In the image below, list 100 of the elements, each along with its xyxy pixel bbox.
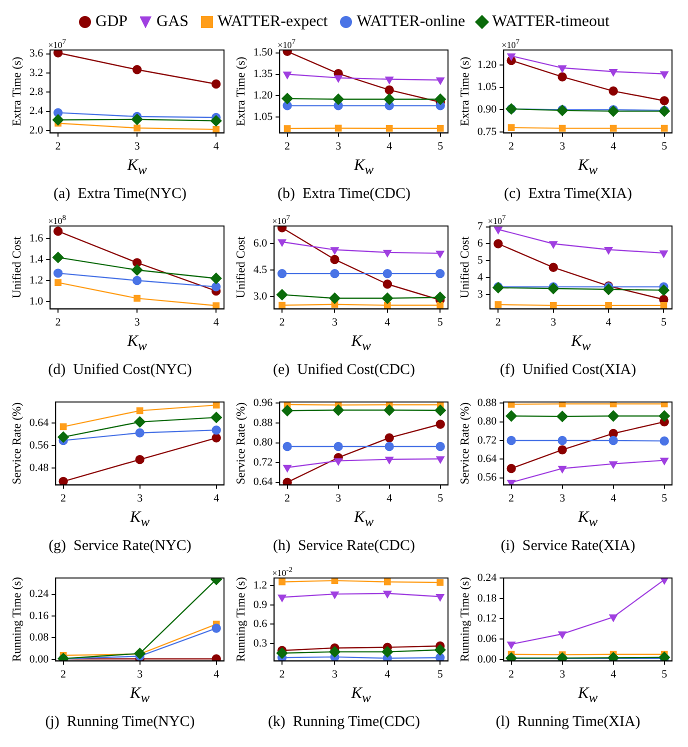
x-tick-label: 3	[336, 492, 342, 504]
x-axis-title: K$_{w}$	[352, 156, 375, 180]
x-tick-label: 2	[284, 140, 290, 152]
y-tick-label: 0.72	[477, 434, 497, 446]
x-tick-label: 2	[495, 316, 501, 328]
y-tick-label: 5	[477, 254, 484, 267]
x-axis-title: K$_{w}$	[128, 684, 151, 708]
y-tick-label: 1.0	[29, 295, 44, 308]
legend-label: WATTER-expect	[216, 13, 328, 31]
y-axis-title: Extra Time (s)	[457, 56, 472, 126]
legend-label: WATTER-online	[356, 13, 466, 31]
text: (e) Unified Cost(CDC)	[272, 362, 416, 379]
legend-label: WATTER-timeout	[491, 13, 610, 31]
x-tick-label: 3	[560, 140, 566, 152]
y-tick-label: 0.56	[477, 472, 498, 484]
text: (f) Unified Cost(XIA)	[498, 362, 638, 379]
text: (d) Unified Cost(NYC)	[47, 362, 193, 379]
x-tick-label: 3	[336, 140, 342, 152]
x-tick-label: 2	[55, 316, 61, 328]
x-tick-label: 3	[560, 668, 566, 680]
y-tick-label: 0.3	[253, 637, 268, 650]
x-axis-title: K$_{w}$	[350, 684, 372, 708]
y-tick-label: 0.16	[29, 610, 50, 622]
y-tick-label: 0.00	[477, 653, 498, 666]
x-tick-label: 2	[60, 668, 66, 680]
y-tick-label: 2.4	[29, 105, 44, 118]
text: (b) Extra Time(CDC)	[276, 186, 412, 203]
annotation: ×10$^{7}$	[272, 213, 290, 226]
y-tick-label: 4.5	[253, 264, 268, 276]
x-tick-label: 5	[438, 492, 444, 504]
y-axis-title: Extra Time (s)	[9, 56, 24, 126]
text: (a) Extra Time(NYC)	[52, 186, 188, 203]
y-tick-label: 0.64	[29, 416, 50, 429]
x-tick-label: 3	[134, 316, 140, 328]
x-tick-label: 3	[137, 492, 144, 504]
x-tick-label: 2	[284, 492, 290, 504]
x-tick-label: 3	[550, 316, 557, 328]
x-tick-label: 5	[438, 140, 444, 152]
y-tick-label: 3	[477, 288, 484, 300]
annotation: ×10$^{8}$	[48, 213, 66, 226]
x-tick-label: 4	[610, 492, 617, 504]
x-tick-label: 5	[660, 316, 667, 328]
y-tick-label: 0.96	[253, 397, 274, 410]
x-tick-label: 5	[662, 140, 668, 152]
x-axis-title: K$_{w}$	[128, 508, 151, 532]
y-axis-title: Unified Cost	[457, 236, 472, 298]
y-tick-label: 2.8	[29, 86, 44, 98]
x-tick-label: 2	[55, 140, 61, 152]
x-tick-label: 5	[437, 316, 444, 328]
y-tick-label: 0.18	[477, 592, 498, 604]
y-tick-label: 0.08	[29, 632, 50, 644]
y-tick-label: 1.05	[253, 110, 274, 123]
x-tick-label: 4	[610, 140, 617, 152]
y-tick-label: 1.20	[253, 90, 274, 102]
x-tick-label: 3	[134, 140, 140, 152]
x-tick-label: 2	[279, 316, 285, 328]
y-tick-label: 0.06	[477, 632, 498, 645]
x-tick-label: 3	[560, 492, 566, 504]
x-tick-label: 4	[214, 668, 220, 680]
x-axis-title: K$_{w}$	[576, 508, 599, 532]
x-tick-label: 3	[332, 668, 338, 680]
legend-label: GAS	[156, 13, 189, 31]
y-tick-label: 0.9	[253, 598, 268, 611]
y-tick-label: 0.90	[477, 104, 498, 116]
y-tick-label: 3.2	[29, 66, 44, 79]
y-tick-label: 1.35	[253, 68, 274, 80]
x-tick-label: 2	[60, 492, 66, 504]
y-tick-label: 0.6	[253, 618, 268, 630]
x-tick-label: 4	[384, 668, 391, 680]
y-tick-label: 7	[477, 220, 484, 233]
y-tick-label: 1.2	[253, 580, 268, 592]
y-tick-label: 2.0	[29, 124, 44, 136]
x-axis-title: K$_{w}$	[570, 332, 592, 356]
y-tick-label: 4	[477, 271, 484, 284]
text: (i) Service Rate(XIA)	[500, 538, 636, 555]
x-tick-label: 5	[437, 668, 444, 680]
y-axis-title: Unified Cost	[9, 236, 24, 298]
y-tick-label: 0.56	[29, 439, 50, 452]
y-tick-label: 1.50	[253, 46, 274, 59]
x-tick-label: 4	[213, 316, 220, 328]
x-tick-label: 4	[606, 316, 612, 328]
x-tick-label: 2	[508, 668, 514, 680]
x-tick-label: 5	[662, 668, 668, 680]
y-tick-label: 0.75	[477, 126, 498, 138]
text: ×10$^{7}$	[278, 37, 296, 50]
y-tick-label: 6.0	[253, 238, 268, 250]
y-tick-label: 0.72	[253, 456, 273, 468]
y-tick-label: 0.80	[477, 416, 498, 428]
y-tick-label: 6	[477, 238, 484, 250]
y-tick-label: 1.2	[29, 274, 44, 286]
text: ×10$^{7}$	[502, 37, 520, 50]
x-tick-label: 2	[508, 140, 514, 152]
x-tick-label: 4	[386, 492, 393, 504]
legend-label: GDP	[94, 13, 128, 31]
y-axis-title: Running Time (s)	[9, 577, 24, 662]
x-axis-title: K$_{w}$	[576, 684, 599, 708]
text: (h) Service Rate(CDC)	[272, 538, 416, 555]
y-tick-label: 1.6	[29, 232, 44, 244]
y-axis-title: Running Time (s)	[233, 577, 248, 662]
y-tick-label: 0.64	[253, 476, 274, 488]
